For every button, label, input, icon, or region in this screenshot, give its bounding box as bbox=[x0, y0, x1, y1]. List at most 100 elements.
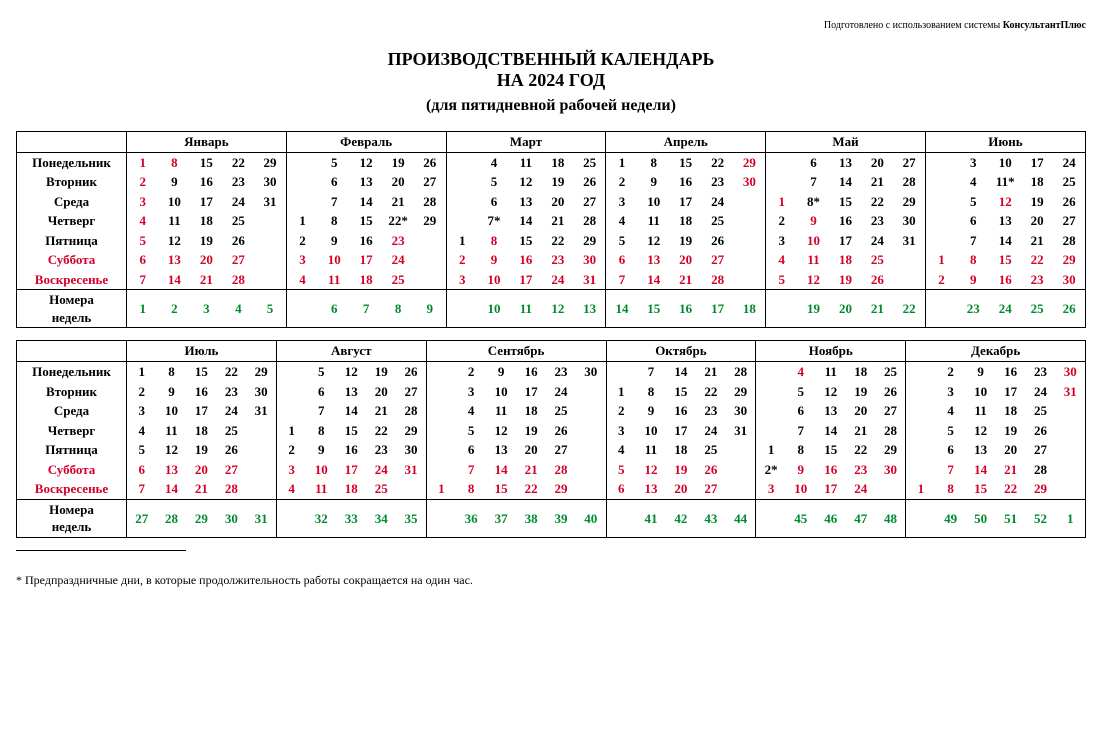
date-cell bbox=[766, 172, 798, 192]
date-cell: 12 bbox=[336, 362, 366, 382]
date-cell: 22 bbox=[702, 152, 734, 172]
calendar-tables: ЯнварьФевральМартАпрельМайИюньПонедельни… bbox=[16, 131, 1086, 538]
week-number: 16 bbox=[670, 290, 702, 328]
date-cell: 1 bbox=[127, 152, 159, 172]
week-number: 18 bbox=[734, 290, 766, 328]
date-cell: 8 bbox=[478, 231, 510, 251]
date-cell: 16 bbox=[829, 211, 861, 231]
date-cell: 28 bbox=[1053, 231, 1085, 251]
date-cell: 7 bbox=[306, 401, 336, 421]
date-cell: 28 bbox=[893, 172, 925, 192]
date-cell: 7 bbox=[936, 460, 966, 480]
date-cell: 24 bbox=[222, 192, 254, 212]
date-cell: 6 bbox=[786, 401, 816, 421]
date-cell: 29 bbox=[893, 192, 925, 212]
week-number: 32 bbox=[306, 499, 336, 537]
date-cell: 23 bbox=[546, 362, 576, 382]
date-cell bbox=[893, 250, 925, 270]
date-cell: 9 bbox=[156, 382, 186, 402]
date-cell: 5 bbox=[456, 421, 486, 441]
date-cell: 11 bbox=[156, 421, 186, 441]
month-name: Июль bbox=[127, 341, 277, 362]
date-cell: 17 bbox=[829, 231, 861, 251]
day-label: Суббота bbox=[17, 460, 127, 480]
date-cell: 23 bbox=[861, 211, 893, 231]
date-cell: 29 bbox=[734, 152, 766, 172]
date-cell: 29 bbox=[254, 152, 286, 172]
date-cell: 26 bbox=[702, 231, 734, 251]
date-cell bbox=[414, 250, 446, 270]
date-cell: 4 bbox=[478, 152, 510, 172]
date-cell: 24 bbox=[696, 421, 726, 441]
date-cell: 21 bbox=[670, 270, 702, 290]
date-cell: 1 bbox=[446, 231, 478, 251]
date-cell: 24 bbox=[1026, 382, 1056, 402]
week-number: 24 bbox=[989, 290, 1021, 328]
week-number: 15 bbox=[638, 290, 670, 328]
date-cell: 3 bbox=[127, 401, 157, 421]
date-cell: 12 bbox=[486, 421, 516, 441]
date-cell: 8 bbox=[636, 382, 666, 402]
week-number: 6 bbox=[318, 290, 350, 328]
week-number bbox=[906, 499, 936, 537]
week-number: 9 bbox=[414, 290, 446, 328]
week-number bbox=[925, 290, 957, 328]
date-cell: 30 bbox=[576, 362, 606, 382]
date-cell: 16 bbox=[989, 270, 1021, 290]
date-cell: 29 bbox=[574, 231, 606, 251]
page-title-2: НА 2024 ГОД bbox=[16, 70, 1086, 91]
date-cell: 26 bbox=[1053, 192, 1085, 212]
month-name: Сентябрь bbox=[426, 341, 606, 362]
date-cell: 17 bbox=[1021, 152, 1053, 172]
date-cell: 12 bbox=[966, 421, 996, 441]
date-cell: 12 bbox=[638, 231, 670, 251]
date-cell: 15 bbox=[190, 152, 222, 172]
date-cell: 1 bbox=[276, 421, 306, 441]
date-cell: 11 bbox=[638, 211, 670, 231]
day-label: Воскресенье bbox=[17, 270, 127, 290]
date-cell: 22* bbox=[382, 211, 414, 231]
week-number: 17 bbox=[702, 290, 734, 328]
date-cell: 12 bbox=[156, 440, 186, 460]
date-cell: 29 bbox=[726, 382, 756, 402]
date-cell: 8* bbox=[798, 192, 830, 212]
date-cell: 21 bbox=[542, 211, 574, 231]
date-cell: 8 bbox=[957, 250, 989, 270]
date-cell: 7 bbox=[636, 362, 666, 382]
week-number: 2 bbox=[158, 290, 190, 328]
date-cell: 2 bbox=[606, 401, 636, 421]
date-cell: 18 bbox=[846, 362, 876, 382]
date-cell: 26 bbox=[861, 270, 893, 290]
date-cell: 22 bbox=[861, 192, 893, 212]
date-cell bbox=[925, 211, 957, 231]
date-cell bbox=[1056, 401, 1086, 421]
date-cell: 14 bbox=[336, 401, 366, 421]
date-cell: 18 bbox=[186, 421, 216, 441]
date-cell: 21 bbox=[516, 460, 546, 480]
date-cell: 30 bbox=[1056, 362, 1086, 382]
date-cell bbox=[906, 440, 936, 460]
date-cell: 2 bbox=[446, 250, 478, 270]
week-number: 28 bbox=[156, 499, 186, 537]
date-cell: 26 bbox=[546, 421, 576, 441]
date-cell bbox=[246, 421, 276, 441]
day-label: Четверг bbox=[17, 211, 127, 231]
date-cell: 25 bbox=[366, 479, 396, 499]
date-cell: 1 bbox=[286, 211, 318, 231]
week-number bbox=[606, 499, 636, 537]
date-cell: 20 bbox=[1021, 211, 1053, 231]
date-cell: 25 bbox=[382, 270, 414, 290]
date-cell: 26 bbox=[414, 152, 446, 172]
date-cell: 17 bbox=[510, 270, 542, 290]
date-cell: 16 bbox=[190, 172, 222, 192]
date-cell: 1 bbox=[906, 479, 936, 499]
date-cell: 24 bbox=[846, 479, 876, 499]
date-cell: 16 bbox=[516, 362, 546, 382]
day-label: Вторник bbox=[17, 172, 127, 192]
day-label: Среда bbox=[17, 401, 127, 421]
date-cell bbox=[756, 421, 786, 441]
date-cell: 4 bbox=[286, 270, 318, 290]
date-cell bbox=[446, 152, 478, 172]
date-cell: 28 bbox=[702, 270, 734, 290]
date-cell bbox=[756, 362, 786, 382]
